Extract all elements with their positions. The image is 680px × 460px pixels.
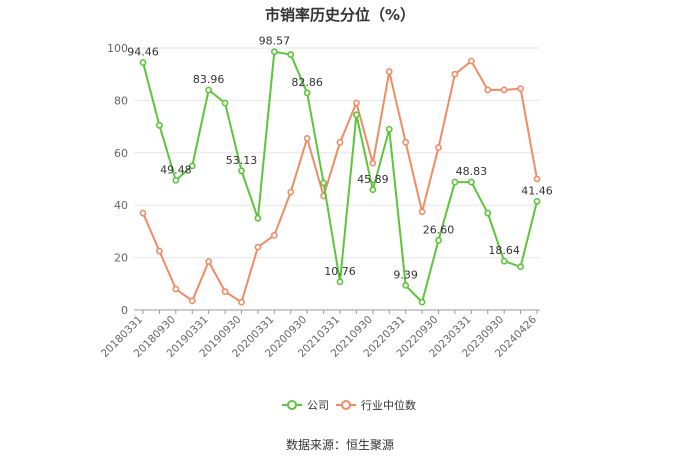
industry-series-point	[353, 99, 360, 107]
company-series-point	[369, 186, 377, 194]
company-series-point	[336, 278, 344, 286]
data-label: 41.46	[521, 184, 553, 197]
data-label: 48.83	[456, 165, 488, 178]
y-tick-label: 40	[114, 199, 128, 212]
company-series-point	[353, 111, 360, 119]
chart-title: 市销率历史分位（%）	[264, 6, 416, 24]
data-label: 94.46	[127, 46, 159, 59]
industry-series-point	[238, 298, 245, 306]
data-label: 26.60	[423, 223, 455, 236]
data-label: 18.64	[488, 244, 520, 257]
legend-company-swatch-marker	[287, 400, 297, 410]
data-label: 98.57	[259, 35, 291, 48]
company-series-point	[533, 197, 541, 205]
company-series-point	[221, 99, 229, 107]
company-series-point	[303, 89, 311, 97]
industry-series-point	[270, 231, 278, 239]
company-series-point	[205, 86, 213, 94]
source-note: 数据来源：恒生聚源	[285, 438, 394, 452]
industry-series-point	[451, 70, 459, 78]
company-series-point	[467, 178, 475, 186]
y-tick-label: 60	[114, 147, 128, 160]
company-series-point	[139, 59, 147, 66]
industry-series-point	[205, 258, 213, 265]
data-label: 9.39	[393, 268, 418, 281]
y-tick-label: 0	[121, 304, 128, 317]
company-series-point	[451, 178, 459, 186]
industry-series-point	[139, 209, 147, 217]
industry-series-point	[517, 85, 524, 93]
industry-series-point	[484, 86, 492, 94]
data-label: 53.13	[226, 154, 258, 167]
industry-series-point	[385, 68, 393, 75]
company-series-point	[402, 281, 410, 289]
legend-company-label: 公司	[307, 399, 329, 412]
industry-series-point	[369, 159, 377, 167]
company-series-point	[500, 257, 508, 265]
industry-series-point	[467, 57, 475, 65]
company-series-point	[270, 48, 278, 56]
data-label: 10.76	[324, 265, 356, 278]
company-series-point	[484, 209, 492, 217]
company-series-point	[320, 179, 327, 187]
company-series-point	[188, 162, 196, 170]
company-series-point	[254, 214, 262, 222]
company-series-point	[238, 167, 245, 175]
industry-series-point	[303, 134, 311, 142]
y-tick-label: 80	[114, 94, 128, 107]
company-series-point	[418, 298, 426, 306]
data-label: 82.86	[291, 76, 323, 89]
industry-series-point	[221, 288, 229, 296]
data-label: 49.48	[160, 163, 192, 176]
company-series-point	[172, 176, 180, 184]
company-series-point	[156, 121, 163, 129]
industry-series-point	[435, 144, 442, 151]
legend-industry-label: 行业中位数	[361, 398, 416, 412]
company-series-point	[287, 51, 295, 58]
industry-series-point	[287, 188, 295, 196]
legend-industry-swatch-marker	[341, 400, 351, 410]
industry-series-point	[336, 138, 344, 146]
industry-series-point	[418, 208, 426, 216]
industry-series-point	[254, 243, 262, 251]
industry-series-point	[188, 297, 196, 305]
industry-series-point	[533, 175, 541, 183]
industry-series-point	[172, 285, 180, 293]
y-tick-label: 100	[107, 42, 128, 55]
industry-series-point	[402, 138, 410, 146]
industry-series-point	[500, 86, 508, 94]
company-series-point	[435, 236, 442, 244]
company-series-point	[385, 125, 393, 133]
y-tick-label: 20	[114, 252, 128, 265]
industry-series-point	[156, 247, 163, 255]
company-series-point	[517, 263, 524, 271]
data-label: 83.96	[193, 73, 225, 86]
data-label: 45.89	[357, 173, 389, 186]
